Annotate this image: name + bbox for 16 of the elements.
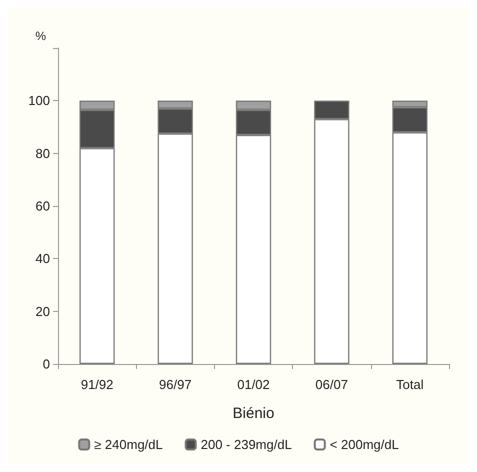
y-tick-label: 80 bbox=[36, 146, 50, 161]
y-tick-label: 100 bbox=[28, 93, 50, 108]
x-tick-label: 06/07 bbox=[315, 377, 348, 392]
x-tick-label: 91/92 bbox=[80, 377, 114, 392]
legend-label: < 200mg/dL bbox=[330, 437, 399, 452]
y-tick-label: 40 bbox=[36, 251, 50, 266]
legend-label: 200 - 239mg/dL bbox=[200, 437, 292, 452]
x-tick-label: Total bbox=[396, 377, 424, 392]
x-tick-label: 96/97 bbox=[159, 377, 192, 392]
y-tick-label: 20 bbox=[36, 304, 50, 319]
x-axis-title: Biénio bbox=[232, 405, 274, 422]
y-tick-label: 0 bbox=[42, 356, 50, 372]
y-tick-label: 60 bbox=[36, 198, 50, 214]
x-tick-label: 01/02 bbox=[237, 377, 270, 392]
y-axis-title: % bbox=[35, 29, 46, 43]
legend-label: ≥ 240mg/dL bbox=[94, 437, 163, 452]
